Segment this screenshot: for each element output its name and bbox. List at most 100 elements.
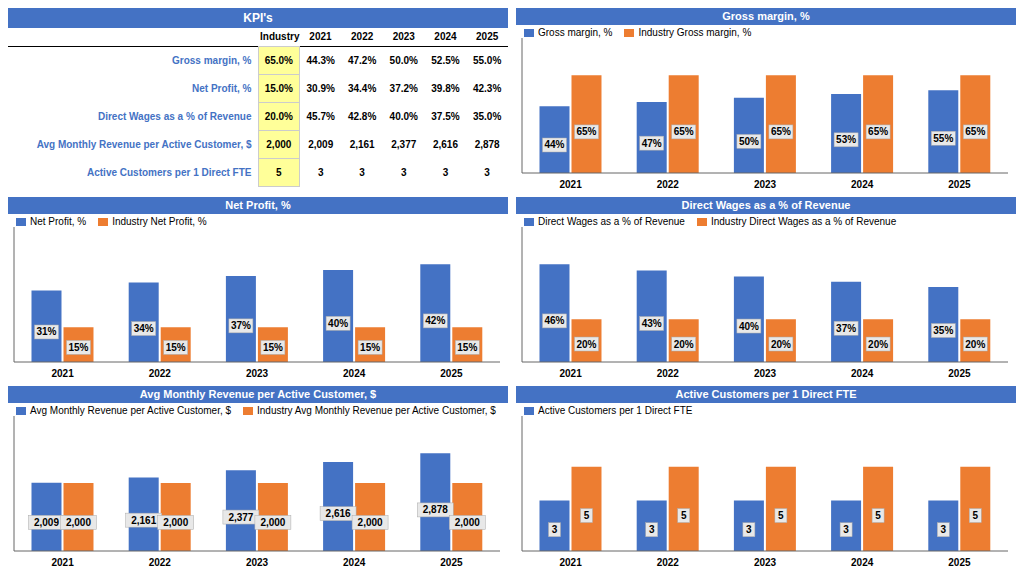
svg-text:65%: 65% [965, 126, 985, 137]
svg-text:44%: 44% [544, 139, 564, 150]
html-text:Gross margin, %: Gross margin, % [172, 54, 252, 66]
svg-text:15%: 15% [166, 342, 186, 353]
svg-text:40%: 40% [739, 321, 759, 332]
html-text:65.0%: 65.0% [264, 54, 293, 66]
html-text:34.4%: 34.4% [348, 82, 377, 94]
svg-text:5: 5 [973, 510, 979, 521]
svg-text:2023: 2023 [754, 179, 777, 190]
svg-text:46%: 46% [544, 315, 564, 326]
svg-text:2021: 2021 [51, 368, 74, 379]
svg-text:37%: 37% [231, 320, 251, 331]
html-text:52.5%: 52.5% [431, 54, 460, 66]
svg-text:2021: 2021 [559, 557, 582, 568]
svg-text:5: 5 [778, 510, 784, 521]
svg-text:2,000: 2,000 [358, 517, 383, 528]
html-text:2023: 2023 [392, 31, 415, 43]
svg-text:2025: 2025 [440, 557, 463, 568]
svg-text:15%: 15% [457, 342, 477, 353]
svg-text:55%: 55% [933, 133, 953, 144]
html-text:2021: 2021 [309, 31, 332, 43]
svg-text:2025: 2025 [440, 368, 463, 379]
svg-text:34%: 34% [134, 323, 154, 334]
svg-text:3: 3 [941, 524, 947, 535]
svg-text:2024: 2024 [851, 179, 874, 190]
svg-text:2,000: 2,000 [260, 517, 285, 528]
svg-text:65%: 65% [674, 126, 694, 137]
svg-text:53%: 53% [836, 134, 856, 145]
html-text:47.2%: 47.2% [348, 54, 377, 66]
svg-text:20%: 20% [965, 339, 985, 350]
html-text:50.0%: 50.0% [389, 54, 418, 66]
svg-text:2,878: 2,878 [423, 504, 448, 515]
svg-text:2024: 2024 [343, 368, 366, 379]
html-text:Industry: Industry [260, 31, 300, 43]
html-text:20.0%: 20.0% [264, 110, 293, 122]
html-text:55.0%: 55.0% [473, 54, 502, 66]
svg-text:2023: 2023 [754, 557, 777, 568]
svg-text:2025: 2025 [948, 557, 971, 568]
html-text:37.2%: 37.2% [389, 82, 418, 94]
svg-text:2022: 2022 [657, 179, 680, 190]
svg-text:50%: 50% [739, 136, 759, 147]
svg-text:3: 3 [552, 524, 558, 535]
svg-text:2024: 2024 [343, 557, 366, 568]
svg-text:5: 5 [584, 510, 590, 521]
svg-text:2021: 2021 [51, 557, 74, 568]
svg-text:65%: 65% [868, 126, 888, 137]
svg-text:43%: 43% [642, 318, 662, 329]
html-text:KPI's: KPI's [243, 11, 273, 25]
svg-text:2022: 2022 [149, 368, 172, 379]
html-text:Net Profit, %: Net Profit, % [192, 82, 252, 94]
svg-text:2,009: 2,009 [34, 517, 59, 528]
svg-text:2025: 2025 [948, 179, 971, 190]
html-text:30.9%: 30.9% [306, 82, 335, 94]
svg-text:20%: 20% [771, 339, 791, 350]
svg-text:20%: 20% [674, 339, 694, 350]
svg-text:35%: 35% [933, 325, 953, 336]
html-text:45.7%: 45.7% [306, 110, 335, 122]
svg-text:2,000: 2,000 [66, 517, 91, 528]
svg-text:2025: 2025 [948, 368, 971, 379]
svg-text:2024: 2024 [851, 557, 874, 568]
svg-text:2,000: 2,000 [455, 517, 480, 528]
svg-text:31%: 31% [36, 326, 56, 337]
html-text:42.8%: 42.8% [348, 110, 377, 122]
svg-text:20%: 20% [868, 339, 888, 350]
svg-text:5: 5 [681, 510, 687, 521]
svg-text:2023: 2023 [754, 368, 777, 379]
svg-text:37%: 37% [836, 323, 856, 334]
svg-text:3: 3 [746, 524, 752, 535]
svg-text:15%: 15% [68, 342, 88, 353]
svg-text:2,161: 2,161 [131, 515, 156, 526]
html-text:42.3%: 42.3% [473, 82, 502, 94]
svg-text:2,377: 2,377 [228, 512, 253, 523]
svg-text:47%: 47% [642, 138, 662, 149]
svg-text:42%: 42% [425, 315, 445, 326]
svg-text:5: 5 [875, 510, 881, 521]
html-text:2024: 2024 [434, 31, 457, 43]
html-text:Direct Wages as a % of Revenue: Direct Wages as a % of Revenue [97, 110, 252, 122]
svg-text:2024: 2024 [851, 368, 874, 379]
svg-text:3: 3 [843, 524, 849, 535]
svg-text:20%: 20% [576, 339, 596, 350]
svg-text:15%: 15% [360, 342, 380, 353]
html-text:39.8%: 39.8% [431, 82, 460, 94]
html-text:2022: 2022 [351, 31, 374, 43]
html-text:44.3%: 44.3% [306, 54, 335, 66]
svg-text:15%: 15% [263, 342, 283, 353]
svg-text:2,000: 2,000 [163, 517, 188, 528]
svg-text:2021: 2021 [559, 368, 582, 379]
svg-text:65%: 65% [576, 126, 596, 137]
svg-text:2022: 2022 [657, 557, 680, 568]
svg-text:65%: 65% [771, 126, 791, 137]
svg-text:2023: 2023 [246, 368, 269, 379]
svg-text:2,616: 2,616 [326, 508, 351, 519]
html-text:2025: 2025 [476, 31, 499, 43]
svg-text:2023: 2023 [246, 557, 269, 568]
svg-text:2022: 2022 [149, 557, 172, 568]
svg-text:2021: 2021 [559, 179, 582, 190]
svg-text:40%: 40% [328, 318, 348, 329]
svg-text:2022: 2022 [657, 368, 680, 379]
svg-text:3: 3 [649, 524, 655, 535]
html-text:15.0%: 15.0% [264, 82, 293, 94]
